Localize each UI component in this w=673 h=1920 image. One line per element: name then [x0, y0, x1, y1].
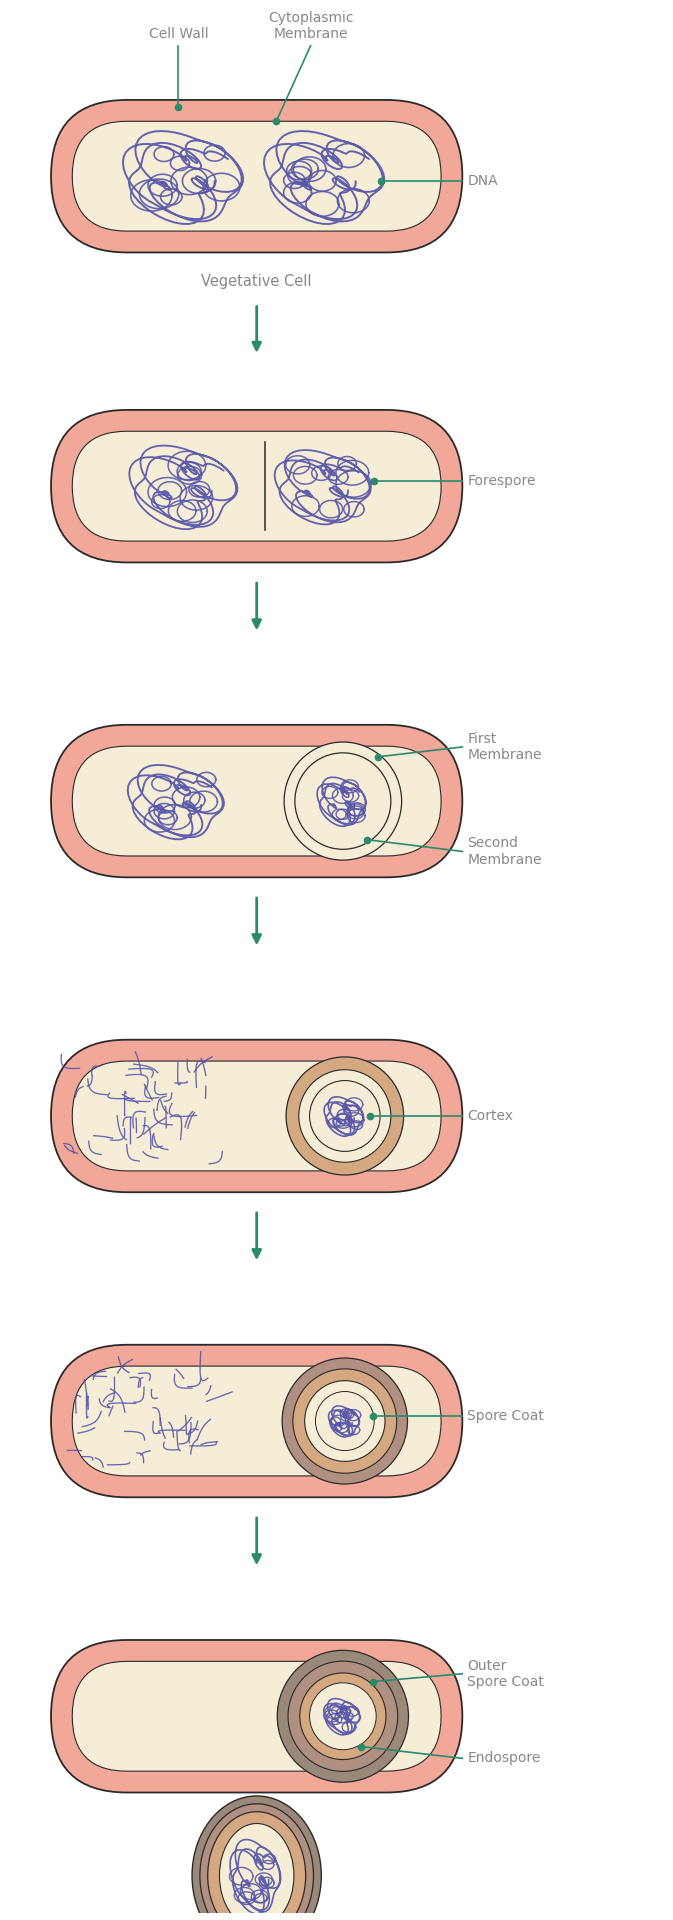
- Text: Cell Wall: Cell Wall: [149, 27, 208, 40]
- Circle shape: [293, 1369, 396, 1473]
- Text: Endospore: Endospore: [467, 1751, 540, 1764]
- Ellipse shape: [219, 1824, 294, 1920]
- FancyBboxPatch shape: [51, 1640, 462, 1793]
- Text: Vegetative Cell: Vegetative Cell: [201, 275, 312, 290]
- Circle shape: [310, 1081, 380, 1152]
- Text: First
Membrane: First Membrane: [467, 732, 542, 762]
- FancyBboxPatch shape: [72, 1367, 441, 1476]
- FancyBboxPatch shape: [72, 1062, 441, 1171]
- FancyBboxPatch shape: [51, 1041, 462, 1192]
- Ellipse shape: [200, 1803, 314, 1920]
- Circle shape: [282, 1357, 408, 1484]
- Circle shape: [286, 1056, 404, 1175]
- FancyBboxPatch shape: [72, 747, 441, 856]
- FancyBboxPatch shape: [51, 100, 462, 252]
- Circle shape: [277, 1651, 409, 1782]
- FancyBboxPatch shape: [72, 1661, 441, 1770]
- FancyBboxPatch shape: [51, 409, 462, 563]
- Text: Cytoplasmic
Membrane: Cytoplasmic Membrane: [268, 12, 353, 40]
- Ellipse shape: [208, 1812, 306, 1920]
- Text: Second
Membrane: Second Membrane: [467, 837, 542, 866]
- Circle shape: [310, 1682, 376, 1749]
- Text: Forespore: Forespore: [467, 474, 536, 488]
- FancyBboxPatch shape: [51, 726, 462, 877]
- FancyBboxPatch shape: [72, 432, 441, 541]
- Circle shape: [295, 753, 391, 849]
- FancyBboxPatch shape: [51, 1344, 462, 1498]
- FancyBboxPatch shape: [72, 121, 441, 230]
- Circle shape: [284, 741, 402, 860]
- Circle shape: [288, 1661, 398, 1772]
- Text: Outer
Spore Coat: Outer Spore Coat: [467, 1659, 544, 1690]
- Circle shape: [299, 1069, 391, 1162]
- Circle shape: [316, 1392, 374, 1450]
- Text: DNA: DNA: [467, 175, 498, 188]
- Circle shape: [299, 1672, 386, 1759]
- Circle shape: [306, 764, 380, 839]
- Ellipse shape: [192, 1795, 321, 1920]
- Text: Cortex: Cortex: [467, 1110, 513, 1123]
- Text: Spore Coat: Spore Coat: [467, 1409, 544, 1423]
- Circle shape: [305, 1380, 385, 1461]
